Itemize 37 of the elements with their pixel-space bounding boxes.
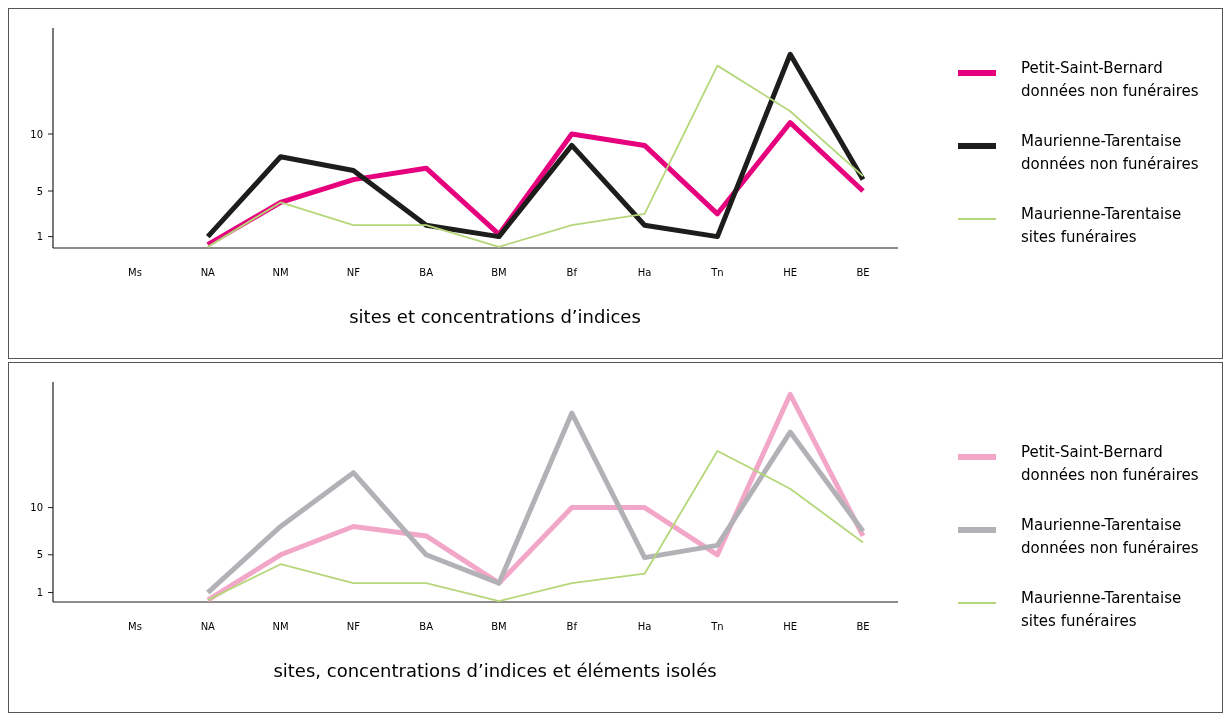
- legend-label: Maurienne-Tarentaise données non funéraires: [1021, 516, 1199, 557]
- y-tick-label: 5: [36, 185, 43, 197]
- x-tick-label: Ha: [637, 621, 652, 632]
- legend-label: Maurienne-Tarentaise sites funéraires: [1021, 205, 1182, 246]
- x-tick-label: NM: [272, 267, 289, 278]
- x-tick-label: BM: [491, 621, 507, 632]
- x-tick-label: NF: [346, 267, 361, 278]
- y-tick-label: 10: [30, 502, 43, 514]
- x-tick-label: BA: [419, 621, 434, 632]
- x-tick-label: Tn: [710, 267, 724, 278]
- y-tick-label: 1: [36, 587, 43, 599]
- x-tick-label: NM: [272, 621, 289, 632]
- y-tick-label: 5: [36, 549, 43, 561]
- x-tick-label: HE: [783, 267, 798, 278]
- y-tick-label: 10: [30, 128, 43, 140]
- x-tick-label: Ha: [637, 267, 652, 278]
- x-tick-label: BA: [419, 267, 434, 278]
- x-tick-label: Ms: [128, 267, 142, 278]
- x-tick-label: BM: [491, 267, 507, 278]
- legend-label: Petit-Saint-Bernard données non funéraires: [1021, 443, 1199, 484]
- x-tick-label: HE: [783, 621, 798, 632]
- legend-label: Maurienne-Tarentaise données non funéraires: [1021, 132, 1199, 173]
- x-axis-title: sites, concentrations d’indices et éléments isolés: [273, 660, 717, 681]
- x-axis-title: sites et concentrations d’indices: [349, 306, 641, 327]
- y-tick-label: 1: [36, 231, 43, 243]
- legend-label: Maurienne-Tarentaise sites funéraires: [1021, 589, 1182, 630]
- x-tick-label: NA: [200, 267, 216, 278]
- x-tick-label: BE: [856, 621, 870, 632]
- x-tick-label: NF: [346, 621, 361, 632]
- x-tick-label: Bf: [566, 621, 578, 632]
- x-tick-label: BE: [856, 267, 870, 278]
- legend-label: Petit-Saint-Bernard données non funéraires: [1021, 59, 1199, 100]
- x-tick-label: Ms: [128, 621, 142, 632]
- x-tick-label: Bf: [566, 267, 578, 278]
- x-tick-label: NA: [200, 621, 216, 632]
- line-series: [206, 450, 864, 602]
- x-tick-label: Tn: [710, 621, 724, 632]
